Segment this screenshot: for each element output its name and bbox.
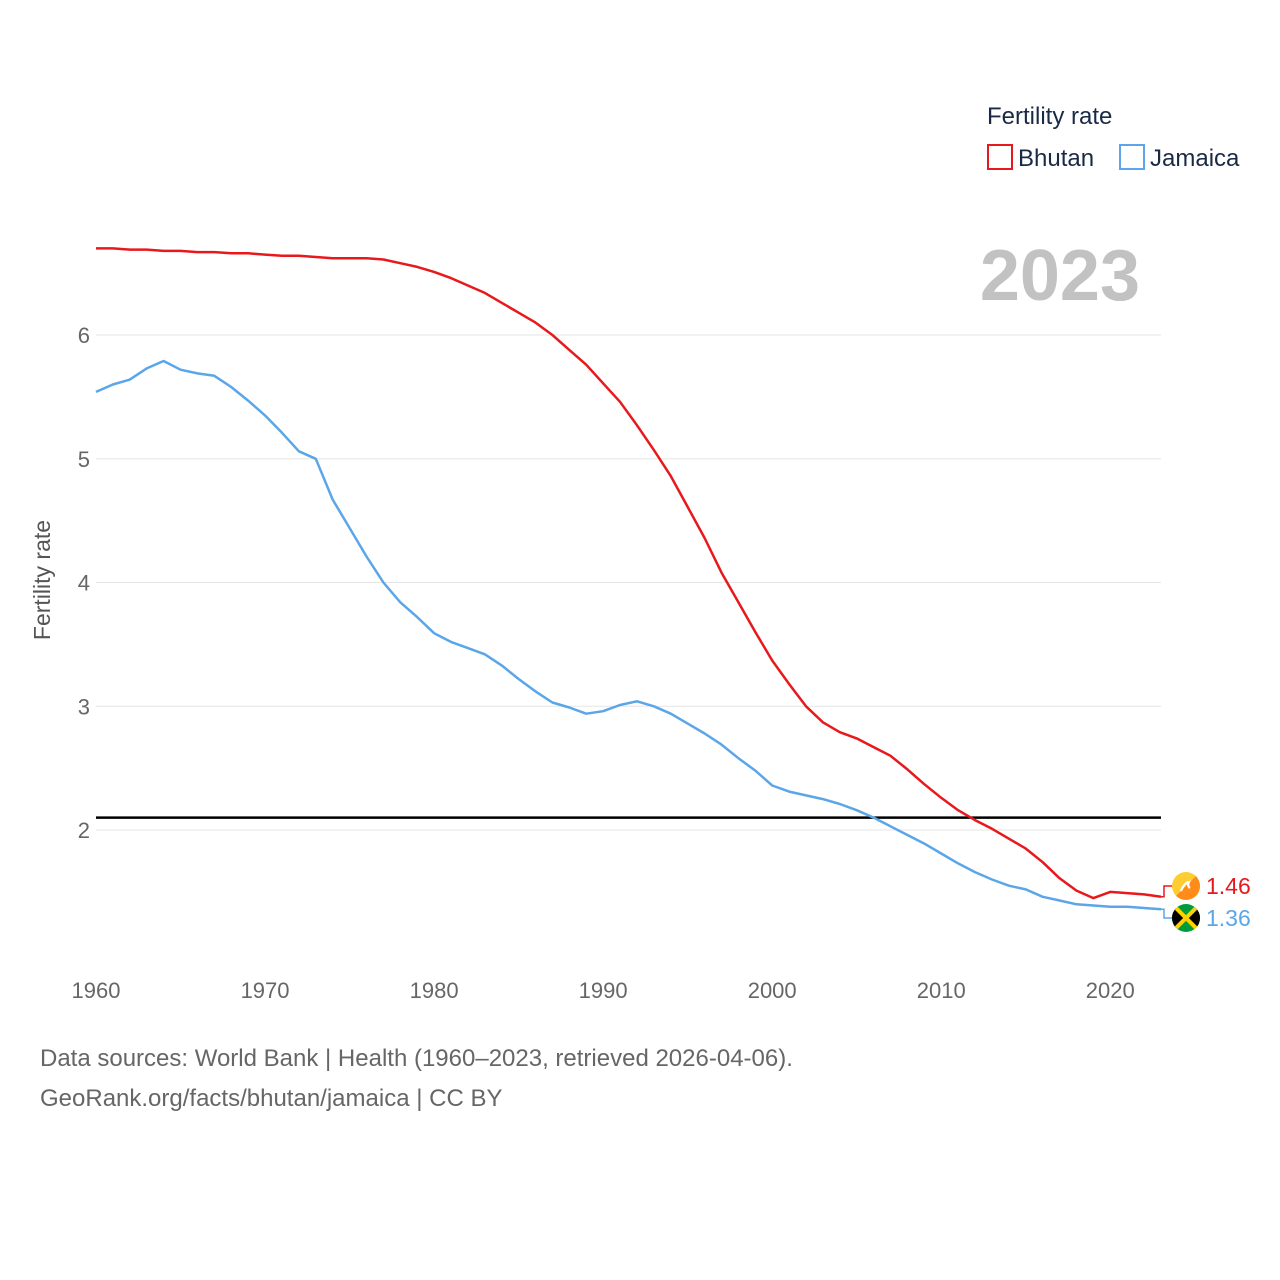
- x-tick-label-1990: 1990: [579, 978, 628, 1003]
- y-tick-label-5: 5: [78, 447, 90, 472]
- gridlines: [96, 334, 1161, 831]
- legend-swatch-bhutan: [987, 144, 1013, 170]
- x-tick-label-2000: 2000: [748, 978, 797, 1003]
- end-connector-bhutan: [1161, 885, 1173, 898]
- y-tick-label-3: 3: [78, 694, 90, 719]
- legend-item-bhutan[interactable]: Bhutan: [987, 144, 1094, 172]
- x-tick-label-1960: 1960: [72, 978, 121, 1003]
- legend-item-jamaica[interactable]: Jamaica: [1119, 144, 1240, 172]
- end-labels: 1.46 1.36: [1161, 872, 1251, 932]
- y-axis-ticks: 2 3 4 5 6: [78, 323, 90, 843]
- x-tick-label-2010: 2010: [917, 978, 966, 1003]
- series-line-bhutan: [96, 247, 1162, 900]
- series-lines: [95, 247, 1162, 911]
- credit-note[interactable]: GeoRank.org/facts/bhutan/jamaica | CC BY: [40, 1085, 503, 1112]
- legend-label-jamaica: Jamaica: [1150, 145, 1240, 172]
- x-tick-label-1970: 1970: [241, 978, 290, 1003]
- x-tick-label-2020: 2020: [1086, 978, 1135, 1003]
- bhutan-flag-icon: [1172, 872, 1200, 900]
- x-axis-ticks: 1960 1970 1980 1990 2000 2010 2020: [72, 978, 1135, 1003]
- end-value-label-bhutan: 1.46: [1206, 873, 1251, 899]
- legend-label-bhutan: Bhutan: [1018, 145, 1094, 172]
- y-axis-label: Fertility rate: [29, 520, 55, 640]
- legend: Fertility rate Bhutan Jamaica: [987, 103, 1240, 172]
- jamaica-flag-icon: [1172, 904, 1200, 932]
- y-tick-label-2: 2: [78, 818, 90, 843]
- y-tick-label-6: 6: [78, 323, 90, 348]
- series-line-jamaica: [95, 359, 1162, 911]
- x-tick-label-1980: 1980: [410, 978, 459, 1003]
- y-tick-label-4: 4: [78, 571, 90, 596]
- end-value-label-jamaica: 1.36: [1206, 905, 1251, 931]
- data-source-note: Data sources: World Bank | Health (1960–…: [40, 1045, 793, 1072]
- legend-swatch-jamaica: [1119, 144, 1145, 170]
- fertility-rate-chart: 2 3 4 5 6 1960 1970 1980 1990 2000 2010 2020 Ferti…: [29, 103, 1251, 1003]
- legend-title: Fertility rate: [987, 103, 1112, 130]
- end-connector-jamaica: [1161, 908, 1173, 919]
- current-year-label: 2023: [980, 236, 1140, 316]
